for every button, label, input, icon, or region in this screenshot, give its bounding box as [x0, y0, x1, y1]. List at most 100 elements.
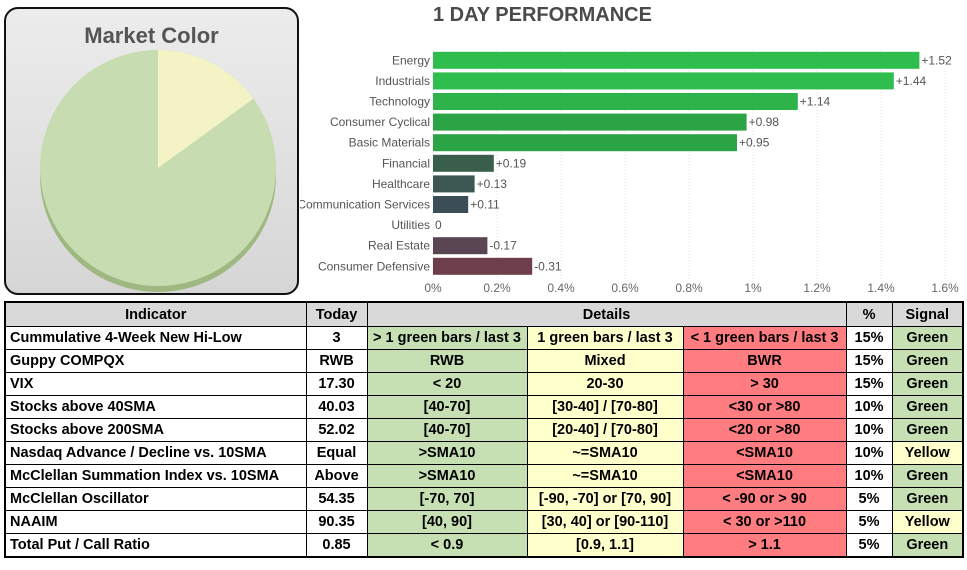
x-tick-label: 1.6%	[931, 281, 959, 295]
detail-green-cell: [-70, 70]	[366, 487, 528, 511]
bar	[433, 196, 469, 213]
weight-percent-cell: 10%	[845, 418, 893, 442]
today-value-cell: Above	[305, 464, 368, 488]
indicator-table: Indicator Today Details % Signal Cummula…	[4, 301, 965, 558]
detail-red-cell: <30 or >80	[682, 395, 847, 419]
detail-green-cell: < 0.9	[366, 533, 528, 558]
bar-value-label: -0.31	[534, 259, 562, 273]
category-label: Financial	[382, 156, 430, 170]
detail-green-cell: [40-70]	[366, 395, 528, 419]
detail-green-cell: [40, 90]	[366, 510, 528, 534]
indicator-name-cell: Guppy COMPQX	[4, 349, 307, 373]
detail-red-cell: <20 or >80	[682, 418, 847, 442]
bar	[433, 154, 494, 172]
bar-value-label: +1.52	[921, 53, 952, 67]
today-value-cell: RWB	[305, 349, 368, 373]
weight-percent-cell: 5%	[845, 533, 893, 558]
category-label: Healthcare	[372, 177, 430, 191]
header-signal: Signal	[891, 301, 964, 327]
chart-bars: Energy +1.52 Industrials +1.44 Technology +1.…	[300, 51, 952, 275]
bar	[433, 175, 475, 193]
bar-value-label: +0.19	[496, 156, 527, 170]
category-label: Technology	[369, 95, 430, 109]
market-color-panel: Market Color	[4, 7, 299, 295]
today-value-cell: 0.85	[305, 533, 368, 558]
bar-value-label: -0.17	[489, 239, 517, 253]
weight-percent-cell: 5%	[845, 510, 893, 534]
weight-percent-cell: 5%	[845, 487, 893, 511]
weight-percent-cell: 15%	[845, 349, 893, 373]
indicator-name-cell: Stocks above 40SMA	[4, 395, 307, 419]
bar-value-label: 0	[435, 218, 442, 232]
table-row: Total Put / Call Ratio 0.85 < 0.9 [0.9, 1.1…	[4, 533, 964, 558]
bar	[433, 51, 920, 69]
detail-green-cell: < 20	[366, 372, 528, 396]
indicator-name-cell: Cummulative 4-Week New Hi-Low	[4, 326, 307, 350]
chart-x-axis: 0% 0.2% 0.4% 0.6% 0.8% 1% 1.2% 1.4% 1.6%	[424, 281, 959, 295]
signal-cell: Green	[891, 395, 964, 419]
detail-yellow-cell: 1 green bars / last 3	[526, 326, 684, 350]
weight-percent-cell: 15%	[845, 326, 893, 350]
table-row: McClellan Oscillator 54.35 [-70, 70] [-90, …	[4, 487, 964, 511]
weight-percent-cell: 10%	[845, 395, 893, 419]
x-tick-label: 1.2%	[803, 281, 831, 295]
signal-cell: Green	[891, 487, 964, 511]
chart-title: 1 DAY PERFORMANCE	[433, 4, 652, 26]
indicator-name-cell: McClellan Summation Index vs. 10SMA	[4, 464, 307, 488]
table-row: Stocks above 40SMA 40.03 [40-70] [30-40] / …	[4, 395, 964, 419]
signal-cell: Yellow	[891, 441, 964, 465]
bar	[433, 72, 894, 90]
x-tick-label: 1%	[744, 281, 762, 295]
table-row: VIX 17.30 < 20 20-30 > 30 15% Green	[4, 372, 964, 396]
detail-red-cell: > 1.1	[682, 533, 847, 558]
detail-green-cell: [40-70]	[366, 418, 528, 442]
x-tick-label: 0%	[424, 281, 442, 295]
category-label: Consumer Cyclical	[330, 115, 430, 129]
table-header-row: Indicator Today Details % Signal	[4, 301, 964, 327]
detail-yellow-cell: [30, 40] or [90-110]	[526, 510, 684, 534]
x-tick-label: 0.6%	[611, 281, 639, 295]
indicator-name-cell: Stocks above 200SMA	[4, 418, 307, 442]
bar	[433, 113, 747, 131]
bar-value-label: +0.11	[470, 198, 500, 212]
header-indicator: Indicator	[4, 301, 307, 327]
category-label: Basic Materials	[349, 136, 430, 150]
today-value-cell: 52.02	[305, 418, 368, 442]
bar	[433, 257, 533, 275]
detail-yellow-cell: 20-30	[526, 372, 684, 396]
bar-value-label: +1.14	[800, 95, 831, 109]
bar-value-label: +1.44	[896, 74, 927, 88]
indicator-name-cell: NAAIM	[4, 510, 307, 534]
signal-cell: Green	[891, 533, 964, 558]
today-value-cell: 90.35	[305, 510, 368, 534]
market-color-title: Market Color	[84, 23, 219, 48]
bar	[433, 93, 798, 110]
table-row: Guppy COMPQX RWB RWB Mixed BWR 15% Green	[4, 349, 964, 373]
detail-green-cell: RWB	[366, 349, 528, 373]
detail-yellow-cell: ~=SMA10	[526, 441, 684, 465]
indicator-name-cell: Nasdaq Advance / Decline vs. 10SMA	[4, 441, 307, 465]
bar-value-label: +0.98	[749, 115, 780, 129]
table-row: McClellan Summation Index vs. 10SMA Above…	[4, 464, 964, 488]
header-percent: %	[845, 301, 893, 327]
x-tick-label: 1.4%	[867, 281, 895, 295]
signal-cell: Green	[891, 349, 964, 373]
detail-red-cell: < -90 or > 90	[682, 487, 847, 511]
detail-red-cell: > 30	[682, 372, 847, 396]
signal-cell: Green	[891, 464, 964, 488]
detail-red-cell: <SMA10	[682, 464, 847, 488]
weight-percent-cell: 10%	[845, 464, 893, 488]
header-today: Today	[305, 301, 368, 327]
detail-red-cell: <SMA10	[682, 441, 847, 465]
bar	[433, 134, 737, 152]
signal-cell: Green	[891, 372, 964, 396]
x-tick-label: 0.8%	[675, 281, 703, 295]
detail-yellow-cell: [30-40] / [70-80]	[526, 395, 684, 419]
table-row: Stocks above 200SMA 52.02 [40-70] [20-40] /…	[4, 418, 964, 442]
today-value-cell: 54.35	[305, 487, 368, 511]
indicator-name-cell: McClellan Oscillator	[4, 487, 307, 511]
detail-yellow-cell: [-90, -70] or [70, 90]	[526, 487, 684, 511]
detail-red-cell: < 30 or >110	[682, 510, 847, 534]
category-label: Energy	[392, 53, 430, 67]
detail-yellow-cell: [20-40] / [70-80]	[526, 418, 684, 442]
